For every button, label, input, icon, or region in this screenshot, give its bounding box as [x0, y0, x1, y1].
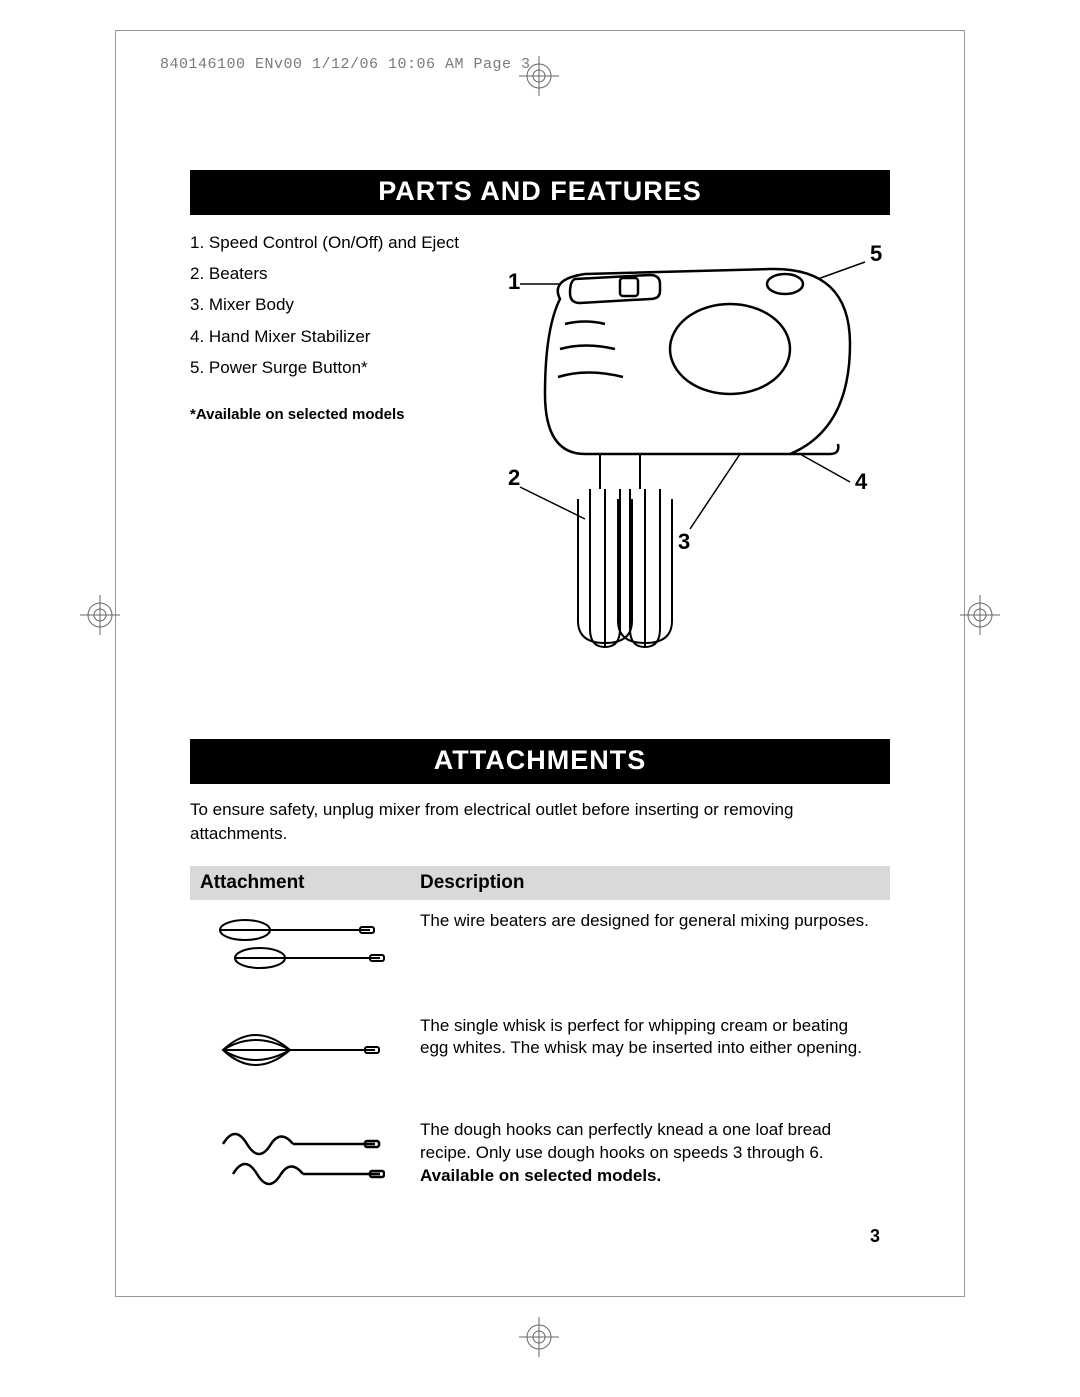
- beaters-icon: [190, 900, 410, 1005]
- dough-hooks-desc: The dough hooks can perfectly knead a on…: [410, 1109, 890, 1224]
- dough-desc-text: The dough hooks can perfectly knead a on…: [420, 1120, 831, 1162]
- print-meta-header: 840146100 ENv00 1/12/06 10:06 AM Page 3: [160, 56, 531, 73]
- page-content: PARTS AND FEATURES 1. Speed Control (On/…: [190, 170, 890, 1224]
- table-row: The single whisk is perfect for whipping…: [190, 1005, 890, 1110]
- parts-item-1: 1. Speed Control (On/Off) and Eject: [190, 229, 470, 256]
- callout-1: 1: [508, 269, 520, 294]
- col-description: Description: [410, 866, 890, 900]
- callout-5: 5: [870, 241, 882, 266]
- callout-4: 4: [855, 469, 868, 494]
- parts-item-2: 2. Beaters: [190, 260, 470, 287]
- registration-mark-right: [960, 595, 1000, 635]
- attachments-table: Attachment Description: [190, 866, 890, 1225]
- callout-2: 2: [508, 465, 520, 490]
- parts-list: 1. Speed Control (On/Off) and Eject 2. B…: [190, 229, 470, 659]
- mixer-diagram: 1 5 2 3 4: [490, 229, 890, 659]
- registration-mark-bottom: [519, 1317, 559, 1357]
- section-title-attachments: ATTACHMENTS: [190, 739, 890, 784]
- parts-item-3: 3. Mixer Body: [190, 291, 470, 318]
- dough-hooks-icon: [190, 1109, 410, 1224]
- registration-mark-left: [80, 595, 120, 635]
- col-attachment: Attachment: [190, 866, 410, 900]
- parts-item-5: 5. Power Surge Button*: [190, 354, 470, 381]
- section-title-parts: PARTS AND FEATURES: [190, 170, 890, 215]
- callout-3: 3: [678, 529, 690, 554]
- parts-item-4: 4. Hand Mixer Stabilizer: [190, 323, 470, 350]
- whisk-icon: [190, 1005, 410, 1110]
- table-row: The wire beaters are designed for genera…: [190, 900, 890, 1005]
- parts-footnote: *Available on selected models: [190, 403, 470, 427]
- dough-desc-bold: Available on selected models.: [420, 1166, 661, 1185]
- page-number: 3: [870, 1226, 880, 1247]
- table-row: The dough hooks can perfectly knead a on…: [190, 1109, 890, 1224]
- parts-and-diagram-row: 1. Speed Control (On/Off) and Eject 2. B…: [190, 229, 890, 659]
- attachments-intro: To ensure safety, unplug mixer from elec…: [190, 798, 890, 846]
- whisk-desc: The single whisk is perfect for whipping…: [410, 1005, 890, 1110]
- beaters-desc: The wire beaters are designed for genera…: [410, 900, 890, 1005]
